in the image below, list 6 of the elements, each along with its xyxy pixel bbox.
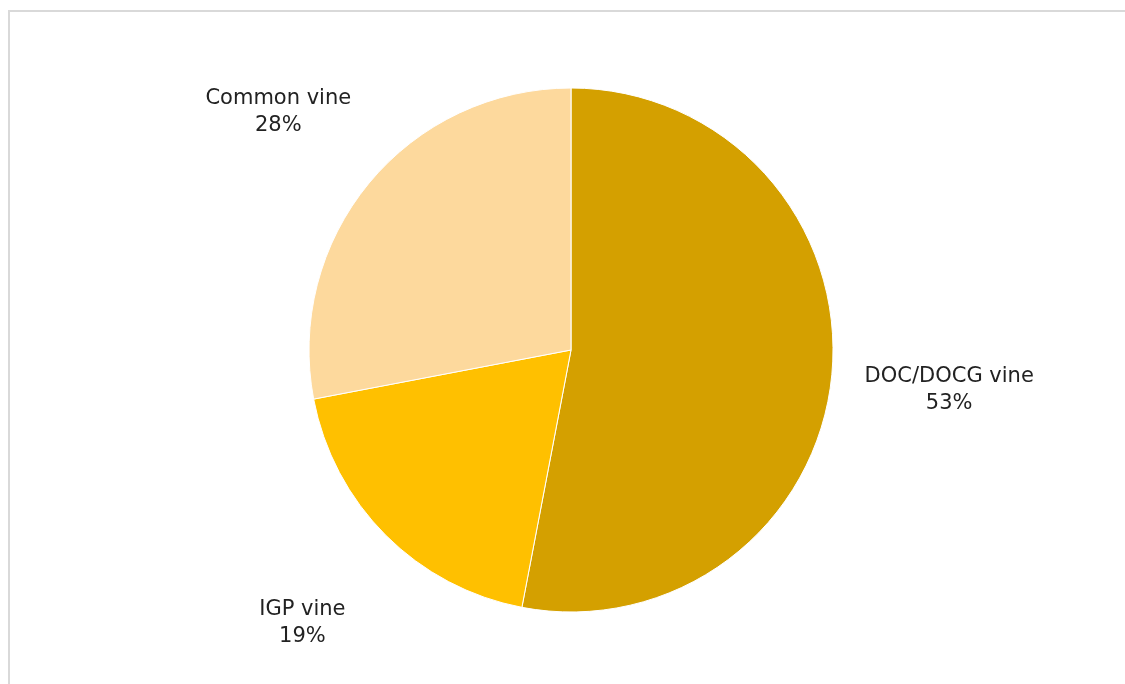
data-label: 53%	[925, 389, 973, 414]
slice-label: Common vine	[205, 84, 352, 109]
slice-label: IGP vine	[259, 595, 346, 620]
data-label: 28%	[254, 111, 302, 136]
slice-label: DOC/DOCG vine	[864, 362, 1034, 387]
data-label: 19%	[279, 622, 326, 647]
